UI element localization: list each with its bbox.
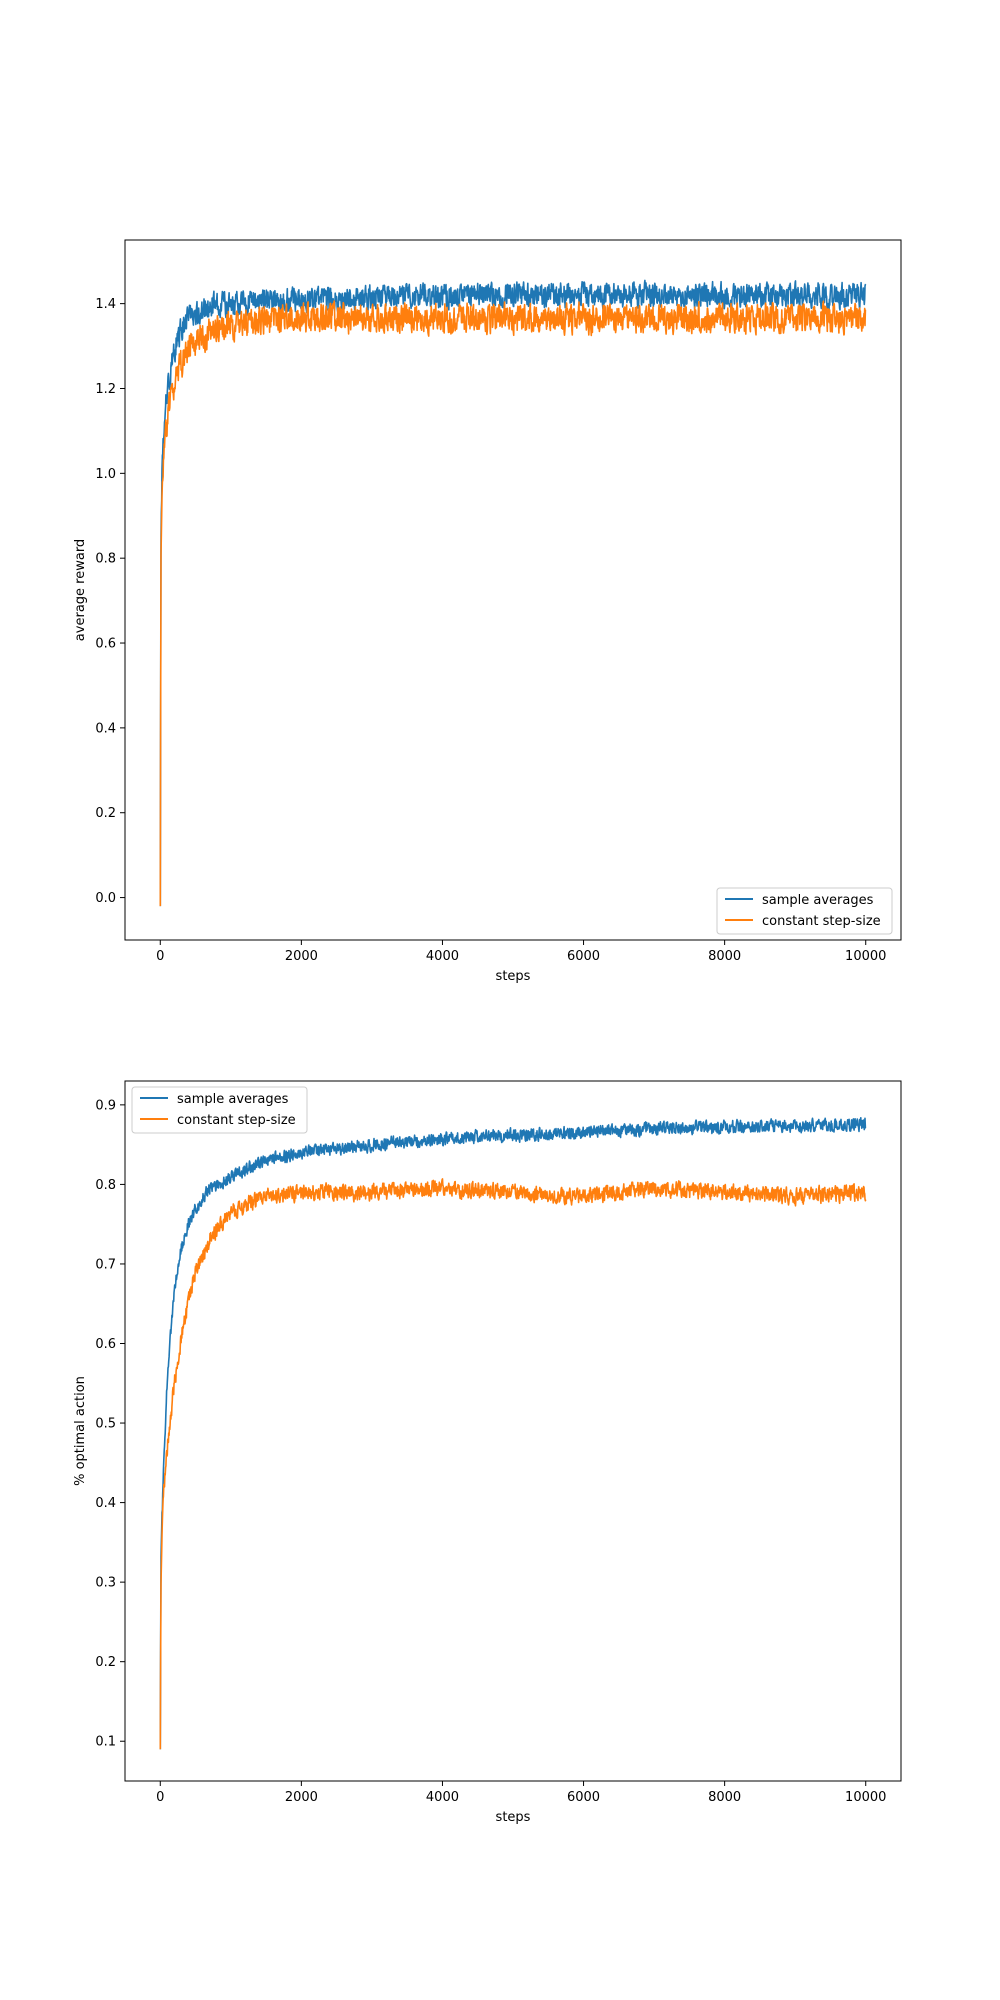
chart2-y-axis-label: % optimal action: [73, 1376, 88, 1486]
chart2-x-tick-label: 8000: [708, 1790, 741, 1805]
average-reward-chart: 0 2000 4000 6000 8000 10000 0.0 0.2 0.4 0.6 0.8 1.…: [73, 239, 902, 984]
chart1-legend: sample averages constant step-size: [716, 887, 893, 935]
chart1-x-tick-label: 2000: [285, 949, 318, 964]
chart2-y-tick-label: 0.6: [95, 1337, 116, 1352]
chart1-legend-label-sample-averages: sample averages: [762, 893, 874, 908]
chart1-line-sample-averages: [159, 279, 867, 907]
chart1-y-tick-label: 0.4: [95, 721, 116, 736]
chart2-data-lines: [159, 1117, 867, 1750]
chart1-y-tick-label: 1.4: [95, 297, 116, 312]
chart1-y-axis-label: average reward: [73, 539, 88, 641]
chart2-y-tick-label: 0.5: [95, 1417, 116, 1432]
chart1-y-tick-label: 1.2: [95, 382, 116, 397]
chart1-y-tick-label: 0.0: [95, 891, 116, 906]
chart2-plot-frame: [124, 1080, 902, 1782]
chart1-y-tick-label: 0.6: [95, 637, 116, 652]
chart1-plot-frame: [124, 239, 902, 941]
chart2-x-tick-label: 4000: [426, 1790, 459, 1805]
chart1-x-tick-label: 4000: [426, 949, 459, 964]
chart2-legend: sample averages constant step-size: [131, 1086, 308, 1134]
chart1-line-constant-step-size: [159, 300, 867, 907]
chart1-data-lines: [159, 279, 867, 907]
chart2-legend-label-constant-step-size: constant step-size: [177, 1113, 296, 1128]
chart1-y-tick-label: 0.2: [95, 806, 116, 821]
chart2-y-ticks: 0.1 0.2 0.3 0.4 0.5 0.6 0.7 0.8 0.9: [95, 1098, 125, 1750]
chart1-x-tick-label: 0: [156, 949, 164, 964]
chart2-y-tick-label: 0.2: [95, 1655, 116, 1670]
chart2-x-tick-label: 2000: [285, 1790, 318, 1805]
chart2-y-tick-label: 0.8: [95, 1178, 116, 1193]
chart1-x-axis-label: steps: [496, 969, 531, 984]
chart2-x-ticks: 0 2000 4000 6000 8000 10000: [156, 1781, 886, 1805]
chart2-y-tick-label: 0.3: [95, 1576, 116, 1591]
chart1-x-tick-label: 10000: [845, 949, 886, 964]
chart2-y-tick-label: 0.1: [95, 1735, 116, 1750]
chart2-x-tick-label: 10000: [845, 1790, 886, 1805]
chart1-x-ticks: 0 2000 4000 6000 8000 10000: [156, 940, 886, 964]
chart2-x-tick-label: 0: [156, 1790, 164, 1805]
chart1-legend-label-constant-step-size: constant step-size: [762, 914, 881, 929]
chart1-legend-frame: [716, 887, 893, 935]
chart1-x-tick-label: 6000: [567, 949, 600, 964]
chart1-y-ticks: 0.0 0.2 0.4 0.6 0.8 1.0 1.2 1.4: [95, 297, 125, 906]
chart2-legend-frame: [131, 1086, 308, 1134]
chart2-line-constant-step-size: [159, 1178, 867, 1750]
chart2-y-tick-label: 0.4: [95, 1496, 116, 1511]
chart2-line-sample-averages: [159, 1117, 867, 1750]
chart2-x-tick-label: 6000: [567, 1790, 600, 1805]
optimal-action-chart: 0 2000 4000 6000 8000 10000 0.10.20.30.40.50.…: [73, 1080, 902, 1825]
chart2-y-tick-label: 0.7: [95, 1257, 116, 1272]
chart2-legend-label-sample-averages: sample averages: [177, 1092, 289, 1107]
chart1-y-tick-label: 0.8: [95, 552, 116, 567]
chart1-x-tick-label: 8000: [708, 949, 741, 964]
chart1-y-tick-label: 1.0: [95, 467, 116, 482]
chart2-y-tick-label: 0.9: [95, 1098, 116, 1113]
chart2-x-axis-label: steps: [496, 1810, 531, 1825]
